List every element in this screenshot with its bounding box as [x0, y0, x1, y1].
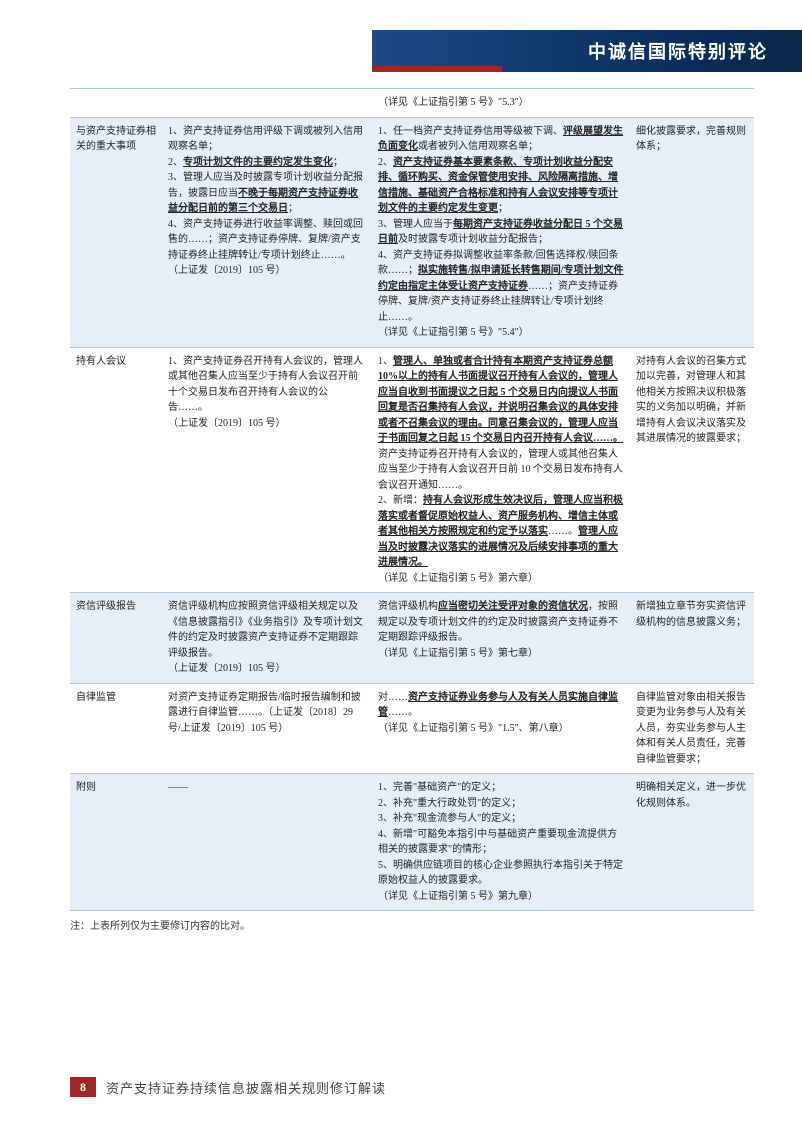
- cell-c0: 持有人会议: [70, 347, 162, 593]
- table-row: 与资产支持证券相关的重大事项1、资产支持证券信用评级下调或被列入信用观察名单；2…: [70, 117, 754, 347]
- cell-c1: ——: [162, 774, 372, 911]
- cell-c2: （详见《上证指引第 5 号》"5.3"）: [372, 89, 630, 118]
- table-row: 自律监管对资产支持证券定期报告/临时报告编制和披露进行自律监管……。（上证发〔2…: [70, 683, 754, 774]
- cell-c1: 1、资产支持证券信用评级下调或被列入信用观察名单；2、专项计划文件的主要约定发生…: [162, 117, 372, 347]
- cell-c0: [70, 89, 162, 118]
- cell-c0: 资信评级报告: [70, 593, 162, 684]
- page: 中诚信国际特别评论 （详见《上证指引第 5 号》"5.3"）与资产支持证券相关的…: [0, 0, 802, 1133]
- cell-c3: 对持有人会议的召集方式加以完善，对管理人和其他相关方按照决议积极落实的义务加以明…: [630, 347, 754, 593]
- table-row: （详见《上证指引第 5 号》"5.3"）: [70, 89, 754, 118]
- cell-c1: 资信评级机构应按照资信评级相关规定以及《信息披露指引》《业务指引》及专项计划文件…: [162, 593, 372, 684]
- cell-c2: 资信评级机构应当密切关注受评对象的资信状况，按照规定以及专项计划文件的约定及时披…: [372, 593, 630, 684]
- cell-c3: 新增独立章节夯实资信评级机构的信息披露义务；: [630, 593, 754, 684]
- header-title: 中诚信国际特别评论: [588, 38, 768, 64]
- table-row: 附则——1、完善"基础资产"的定义；2、补充"重大行政处罚"的定义；3、补充"现…: [70, 774, 754, 911]
- header-red-stripe: [372, 66, 502, 72]
- cell-c2: 对……资产支持证券业务参与人及有关人员实施自律监管……。（详见《上证指引第 5 …: [372, 683, 630, 774]
- cell-c3: 明确相关定义，进一步优化规则体系。: [630, 774, 754, 911]
- cell-c1: 1、资产支持证券召开持有人会议的，管理人或其他召集人应当至少于持有人会议召开前十…: [162, 347, 372, 593]
- table-footnote: 注：上表所列仅为主要修订内容的比对。: [70, 913, 754, 932]
- cell-c3: [630, 89, 754, 118]
- header-banner: 中诚信国际特别评论: [372, 30, 802, 72]
- cell-c0: 附则: [70, 774, 162, 911]
- cell-c3: 自律监管对象由相关报告变更为业务参与人及有关人员，夯实业务参与人主体和有关人员责…: [630, 683, 754, 774]
- cell-c3: 细化披露要求，完善规则体系；: [630, 117, 754, 347]
- cell-c0: 与资产支持证券相关的重大事项: [70, 117, 162, 347]
- table-row: 持有人会议1、资产支持证券召开持有人会议的，管理人或其他召集人应当至少于持有人会…: [70, 347, 754, 593]
- cell-c0: 自律监管: [70, 683, 162, 774]
- cell-c1: 对资产支持证券定期报告/临时报告编制和披露进行自律监管……。（上证发〔2018〕…: [162, 683, 372, 774]
- cell-c2: 1、任一档资产支持证券信用等级被下调、评级展望发生负面变化或者被列入信用观察名单…: [372, 117, 630, 347]
- page-number: 8: [70, 1077, 96, 1097]
- cell-c2: 1、管理人、单独或者合计持有本期资产支持证券总额 10%以上的持有人书面提议召开…: [372, 347, 630, 593]
- cell-c2: 1、完善"基础资产"的定义；2、补充"重大行政处罚"的定义；3、补充"现金流参与…: [372, 774, 630, 911]
- page-footer: 8 资产支持证券持续信息披露相关规则修订解读: [70, 1077, 754, 1097]
- comparison-table: （详见《上证指引第 5 号》"5.3"）与资产支持证券相关的重大事项1、资产支持…: [70, 88, 754, 911]
- cell-c1: [162, 89, 372, 118]
- table-row: 资信评级报告资信评级机构应按照资信评级相关规定以及《信息披露指引》《业务指引》及…: [70, 593, 754, 684]
- footer-title: 资产支持证券持续信息披露相关规则修订解读: [106, 1078, 386, 1097]
